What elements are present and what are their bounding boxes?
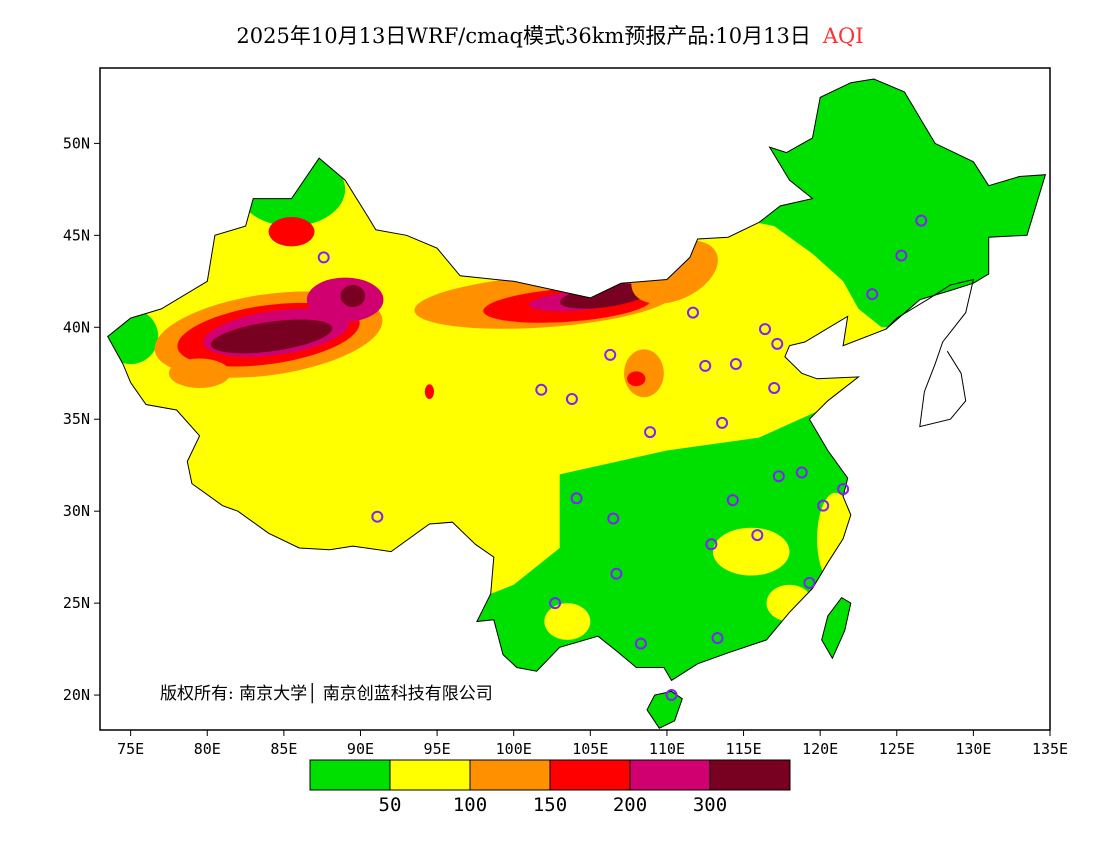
hainan-border — [646, 690, 683, 729]
red-region-ordos — [627, 371, 646, 387]
city-station-marker — [795, 466, 808, 479]
city-station-marker — [610, 567, 623, 580]
city-station-marker — [751, 529, 764, 542]
city-station-marker — [772, 470, 785, 483]
orange-region-hotan — [168, 358, 231, 388]
lon-tick-label: 125E — [879, 740, 915, 758]
city-station-marker — [729, 358, 742, 371]
yellow-patch-fujian — [766, 584, 813, 622]
colorbar-label: 300 — [692, 794, 728, 816]
city-station-marker — [803, 576, 816, 589]
city-station-marker — [716, 416, 729, 429]
yellow-patch-jiangxi — [712, 527, 790, 576]
city-station-marker — [866, 288, 879, 301]
korea-coastline — [885, 278, 975, 428]
maroon-region-tarim — [210, 319, 333, 354]
lon-tick-label: 110E — [649, 740, 685, 758]
red-spot-qaidam — [424, 384, 435, 400]
lat-tick-label: 20N — [63, 686, 90, 704]
lon-tick-label: 100E — [496, 740, 532, 758]
maroon-region-turpan — [340, 284, 366, 308]
orange-region-ordos — [624, 349, 664, 398]
city-station-marker — [317, 251, 330, 264]
china-border — [107, 78, 1047, 682]
city-station-marker — [570, 492, 583, 505]
city-station-marker — [759, 323, 771, 336]
colorbar-swatch — [309, 759, 391, 791]
title-variable: AQI — [822, 24, 864, 48]
city-station-marker — [607, 512, 620, 525]
city-station-marker — [535, 383, 548, 396]
lat-tick-label: 40N — [63, 318, 90, 336]
colorbar-label: 100 — [452, 794, 488, 816]
city-station-marker — [771, 337, 784, 350]
city-station-marker — [711, 632, 724, 645]
lat-tick-label: 45N — [63, 226, 90, 244]
green-patch-kashgar — [107, 308, 159, 365]
lon-tick-label: 80E — [194, 740, 221, 758]
lon-tick-label: 120E — [802, 740, 838, 758]
yellow-patch-yunnan — [544, 603, 591, 640]
city-station-marker — [549, 597, 562, 610]
lon-tick-label: 130E — [955, 740, 991, 758]
lat-tick-label: 50N — [63, 134, 90, 152]
city-station-marker — [604, 348, 617, 361]
taiwan-border — [821, 596, 852, 660]
city-station-marker — [699, 359, 712, 372]
lat-tick-label: 35N — [63, 410, 90, 428]
lon-tick-label: 90E — [347, 740, 374, 758]
colorbar-label: 50 — [378, 794, 402, 816]
city-station-marker — [644, 426, 657, 439]
city-station-marker — [634, 637, 647, 650]
lon-tick-label: 95E — [424, 740, 451, 758]
red-region-north-xinjiang — [268, 216, 315, 247]
colorbar-swatch — [389, 759, 471, 791]
lat-tick-label: 25N — [63, 594, 90, 612]
lon-tick-label: 105E — [572, 740, 608, 758]
lon-tick-label: 85E — [270, 740, 297, 758]
city-station-marker — [665, 689, 678, 702]
lon-tick-label: 135E — [1032, 740, 1068, 758]
city-station-marker — [895, 249, 908, 262]
plot-frame — [99, 67, 1051, 731]
city-station-marker — [817, 499, 830, 512]
colorbar-swatch — [709, 759, 791, 791]
city-station-marker — [768, 381, 781, 394]
colorbar-label: 150 — [532, 794, 568, 816]
title-main: 2025年10月13日WRF/cmaq模式36km预报产品:10月13日 — [236, 24, 811, 48]
city-station-marker — [705, 538, 718, 551]
colorbar-swatch — [469, 759, 551, 791]
city-station-marker — [371, 510, 384, 523]
lat-tick-label: 30N — [63, 502, 90, 520]
city-station-marker — [565, 393, 578, 405]
colorbar-swatch — [629, 759, 711, 791]
colorbar — [309, 759, 791, 791]
city-station-marker — [686, 306, 699, 319]
city-station-marker — [915, 214, 928, 227]
lon-tick-label: 115E — [725, 740, 761, 758]
city-station-marker — [837, 483, 850, 496]
lon-tick-label: 75E — [117, 740, 144, 758]
green-patch-north-xinjiang — [237, 152, 346, 227]
colorbar-label: 200 — [612, 794, 648, 816]
copyright-text: 版权所有: 南京大学│ 南京创蓝科技有限公司 — [160, 684, 493, 704]
colorbar-swatch — [549, 759, 631, 791]
map-title: 2025年10月13日WRF/cmaq模式36km预报产品:10月13日 AQI — [0, 20, 1100, 50]
city-station-marker — [726, 494, 739, 507]
